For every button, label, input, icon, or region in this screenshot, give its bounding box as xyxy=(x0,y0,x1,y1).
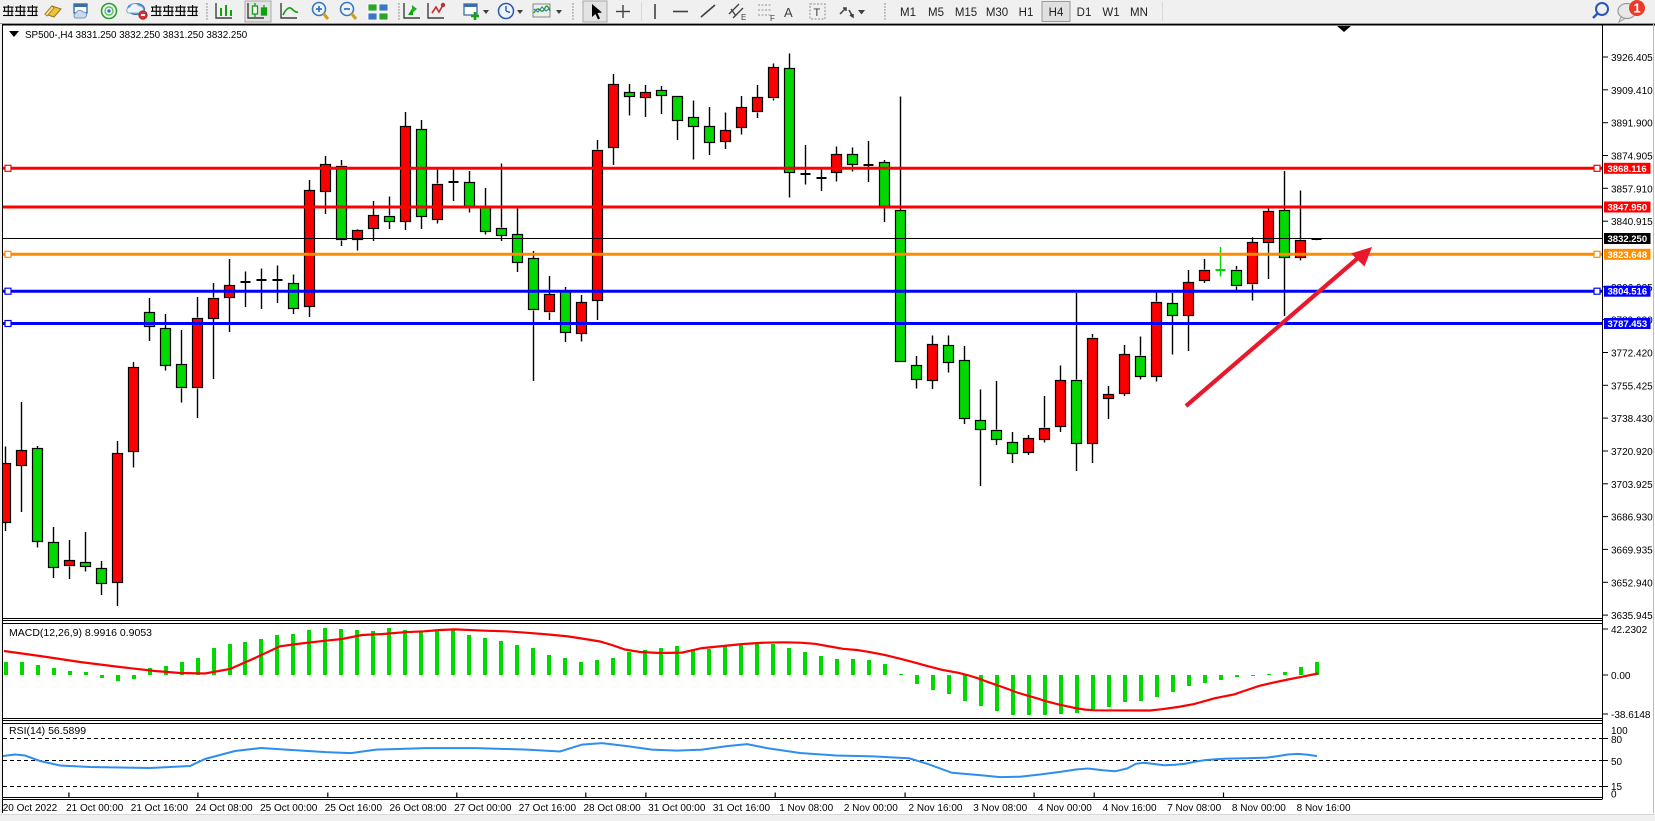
svg-text:T: T xyxy=(814,7,821,19)
svg-text:3823.648: 3823.648 xyxy=(1608,250,1648,261)
svg-text:3891.900: 3891.900 xyxy=(1611,119,1653,130)
svg-text:M15: M15 xyxy=(955,7,977,19)
svg-text:3652.940: 3652.940 xyxy=(1611,578,1653,589)
svg-text:8 Nov 00:00: 8 Nov 00:00 xyxy=(1232,803,1286,814)
svg-text:3 Nov 08:00: 3 Nov 08:00 xyxy=(973,803,1027,814)
svg-text:21 Oct 00:00: 21 Oct 00:00 xyxy=(66,803,124,814)
svg-text:26 Oct 08:00: 26 Oct 08:00 xyxy=(389,803,447,814)
svg-text:3847.950: 3847.950 xyxy=(1608,203,1648,214)
svg-text:1: 1 xyxy=(1633,1,1640,16)
svg-text:24 Oct 08:00: 24 Oct 08:00 xyxy=(195,803,253,814)
svg-text:42.2302: 42.2302 xyxy=(1611,625,1648,636)
svg-text:20 Oct 2022: 20 Oct 2022 xyxy=(3,803,58,814)
svg-text:3874.905: 3874.905 xyxy=(1611,152,1653,163)
svg-text:MACD(12,26,9) 8.9916 0.9053: MACD(12,26,9) 8.9916 0.9053 xyxy=(9,627,152,639)
svg-text:50: 50 xyxy=(1611,757,1623,768)
svg-text:SP500-,H4 3831.250 3832.250 3: SP500-,H4 3831.250 3832.250 3831.250 383… xyxy=(25,30,248,41)
svg-text:H4: H4 xyxy=(1049,7,1064,19)
svg-text:3635.945: 3635.945 xyxy=(1611,611,1653,622)
svg-text:27 Oct 00:00: 27 Oct 00:00 xyxy=(454,803,512,814)
svg-text:3669.935: 3669.935 xyxy=(1611,545,1653,556)
svg-text:F: F xyxy=(770,14,775,23)
svg-text:A: A xyxy=(784,5,793,20)
svg-text:31 Oct 00:00: 31 Oct 00:00 xyxy=(648,803,706,814)
svg-text:7 Nov 08:00: 7 Nov 08:00 xyxy=(1167,803,1221,814)
svg-text:25 Oct 16:00: 25 Oct 16:00 xyxy=(325,803,383,814)
svg-text:-38.6148: -38.6148 xyxy=(1611,710,1651,721)
svg-text:3787.453: 3787.453 xyxy=(1608,319,1648,330)
svg-text:RSI(14) 56.5899: RSI(14) 56.5899 xyxy=(9,725,86,737)
svg-text:21 Oct 16:00: 21 Oct 16:00 xyxy=(131,803,189,814)
svg-text:31 Oct 16:00: 31 Oct 16:00 xyxy=(713,803,771,814)
svg-text:28 Oct 08:00: 28 Oct 08:00 xyxy=(583,803,641,814)
svg-text:M5: M5 xyxy=(928,7,944,19)
svg-text:3703.925: 3703.925 xyxy=(1611,480,1653,491)
svg-text:D1: D1 xyxy=(1077,7,1092,19)
svg-text:25 Oct 00:00: 25 Oct 00:00 xyxy=(260,803,318,814)
svg-text:0.00: 0.00 xyxy=(1611,671,1631,682)
svg-text:M1: M1 xyxy=(900,7,916,19)
svg-text:3804.516: 3804.516 xyxy=(1608,287,1648,298)
svg-text:MN: MN xyxy=(1130,7,1148,19)
svg-text:3926.405: 3926.405 xyxy=(1611,53,1653,64)
svg-text:2 Nov 00:00: 2 Nov 00:00 xyxy=(844,803,898,814)
svg-text:3720.920: 3720.920 xyxy=(1611,447,1653,458)
svg-text:4 Nov 00:00: 4 Nov 00:00 xyxy=(1038,803,1092,814)
svg-text:W1: W1 xyxy=(1102,7,1119,19)
svg-text:M30: M30 xyxy=(986,7,1008,19)
svg-text:3868.116: 3868.116 xyxy=(1608,164,1647,175)
svg-text:3738.430: 3738.430 xyxy=(1611,414,1653,425)
svg-text:H1: H1 xyxy=(1019,7,1034,19)
svg-text:2 Nov 16:00: 2 Nov 16:00 xyxy=(909,803,963,814)
svg-text:100: 100 xyxy=(1611,726,1628,737)
svg-text:80: 80 xyxy=(1611,735,1623,746)
svg-text:3857.910: 3857.910 xyxy=(1611,184,1653,195)
svg-text:15: 15 xyxy=(1611,782,1623,793)
svg-text:1 Nov 08:00: 1 Nov 08:00 xyxy=(779,803,833,814)
svg-text:0: 0 xyxy=(1611,790,1617,801)
svg-text:E: E xyxy=(741,13,746,22)
svg-text:3840.915: 3840.915 xyxy=(1611,217,1653,228)
svg-text:3772.420: 3772.420 xyxy=(1611,349,1653,360)
svg-text:8 Nov 16:00: 8 Nov 16:00 xyxy=(1297,803,1351,814)
svg-text:4 Nov 16:00: 4 Nov 16:00 xyxy=(1103,803,1157,814)
svg-text:3686.930: 3686.930 xyxy=(1611,513,1653,524)
svg-text:3909.410: 3909.410 xyxy=(1611,86,1653,97)
svg-text:3755.425: 3755.425 xyxy=(1611,381,1653,392)
svg-text:3832.250: 3832.250 xyxy=(1608,234,1648,245)
svg-text:27 Oct 16:00: 27 Oct 16:00 xyxy=(519,803,577,814)
